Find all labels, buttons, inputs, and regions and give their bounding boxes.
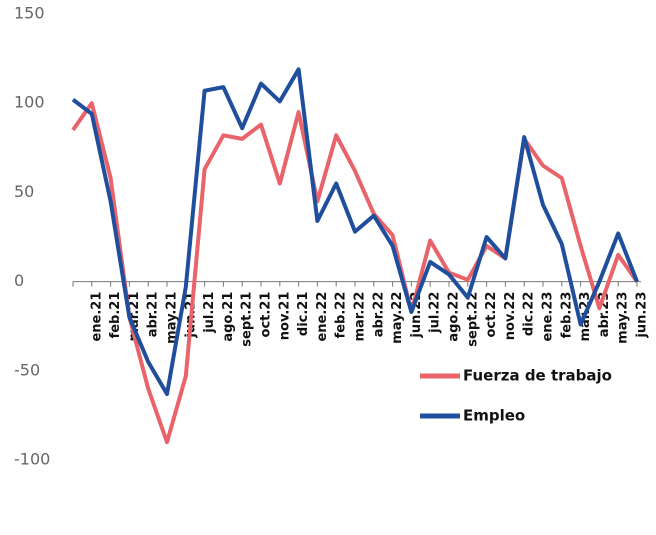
x-tick-label: jun.23 [635, 292, 650, 339]
series-line [71, 101, 639, 445]
x-tick-label: mar.22 [353, 292, 368, 342]
y-tick-label: -100 [14, 450, 50, 469]
x-tick-label: may.23 [616, 292, 631, 344]
y-tick-label: 150 [14, 4, 45, 23]
x-tick-label: dic.21 [296, 292, 311, 337]
x-tick-label: feb.23 [559, 292, 574, 339]
x-tick-label: ene.21 [89, 292, 104, 342]
x-tick-label: nov.22 [503, 292, 518, 341]
x-tick-label: may.21 [165, 292, 180, 344]
y-tick-label: 0 [14, 271, 24, 290]
x-tick-label: may.22 [390, 292, 405, 344]
x-tick-label: nov.21 [277, 292, 292, 341]
x-tick-label: ago.21 [221, 292, 236, 342]
y-tick-label: 50 [14, 182, 34, 201]
legend-label: Empleo [463, 407, 525, 425]
x-tick-label: feb.22 [334, 292, 349, 339]
x-tick-label: ene.22 [315, 292, 330, 342]
x-tick-label: ago.22 [447, 292, 462, 342]
x-tick-label: jul.22 [428, 292, 443, 334]
x-tick-label: jul.21 [202, 292, 217, 334]
x-tick-label: abr.21 [146, 292, 161, 338]
y-tick-label: -50 [14, 360, 40, 379]
x-tick-label: dic.22 [522, 292, 537, 337]
y-tick-label: 100 [14, 93, 45, 112]
x-tick-label: oct.22 [484, 292, 499, 338]
x-tick-label: ene.23 [541, 292, 556, 342]
series-line [71, 67, 639, 396]
x-tick-label: abr.22 [371, 292, 386, 338]
x-tick-label: feb.21 [108, 292, 123, 339]
legend-label: Fuerza de trabajo [463, 367, 612, 385]
x-tick-label: sept.21 [240, 292, 255, 347]
x-tick-label: sept.22 [465, 292, 480, 347]
x-tick-label: oct.21 [259, 292, 274, 338]
